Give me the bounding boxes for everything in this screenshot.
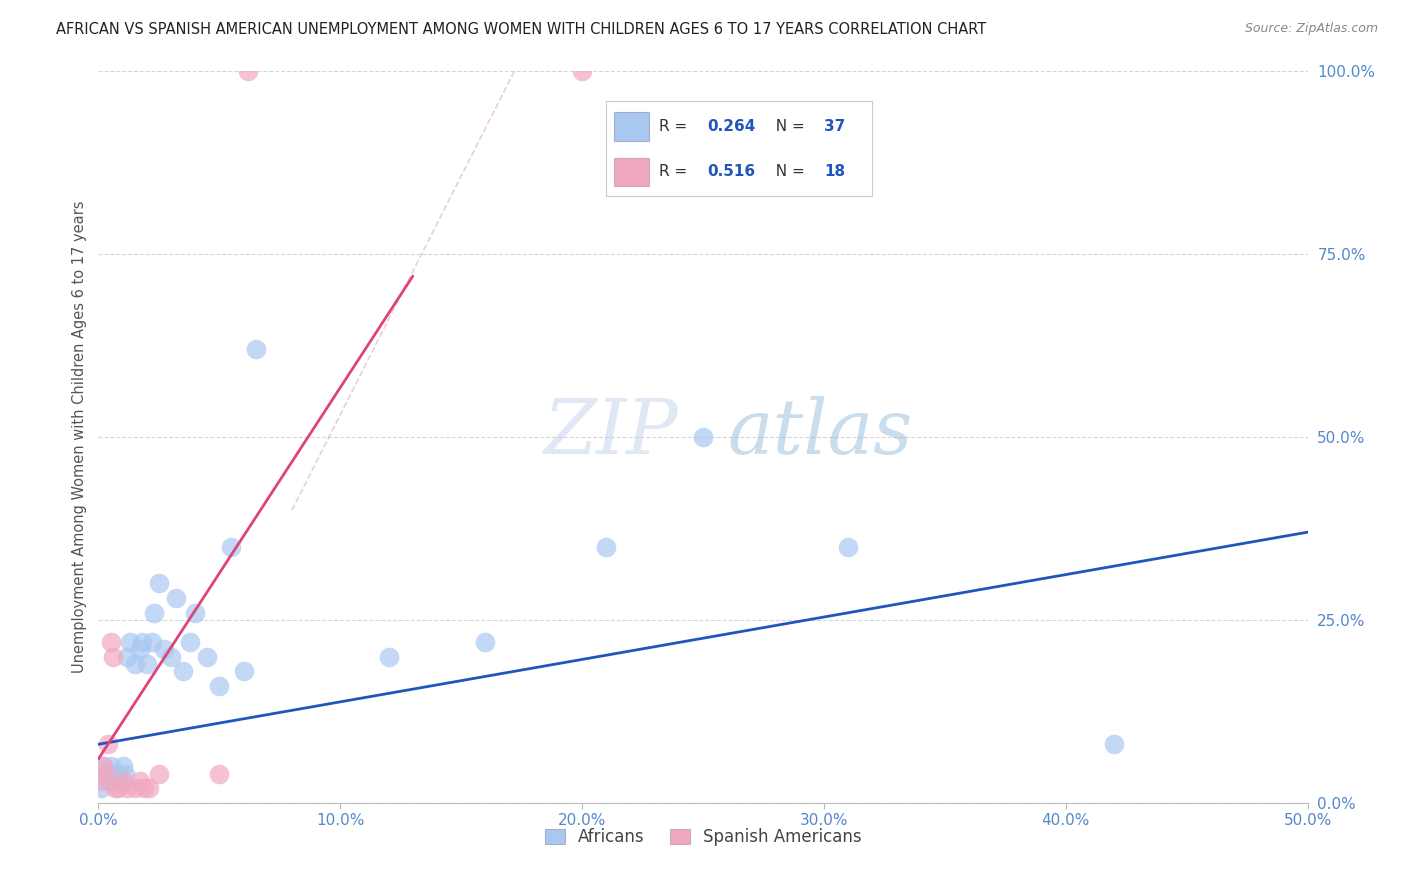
Point	[184, 606, 207, 620]
Point	[104, 773, 127, 788]
Point	[172, 664, 194, 678]
Point	[117, 649, 139, 664]
Point	[111, 759, 134, 773]
Point	[118, 635, 141, 649]
Point	[571, 64, 593, 78]
Point	[107, 781, 129, 796]
Point	[124, 781, 146, 796]
Point	[141, 635, 163, 649]
Point	[91, 759, 114, 773]
Legend: Africans, Spanish Americans: Africans, Spanish Americans	[538, 822, 868, 853]
Point	[474, 635, 496, 649]
Text: AFRICAN VS SPANISH AMERICAN UNEMPLOYMENT AMONG WOMEN WITH CHILDREN AGES 6 TO 17 : AFRICAN VS SPANISH AMERICAN UNEMPLOYMENT…	[56, 22, 987, 37]
Point	[111, 773, 134, 788]
Text: ZIP: ZIP	[544, 396, 679, 470]
Point	[135, 657, 157, 671]
Point	[245, 343, 267, 357]
Point	[134, 781, 156, 796]
Point	[148, 576, 170, 591]
Text: Source: ZipAtlas.com: Source: ZipAtlas.com	[1244, 22, 1378, 36]
Point	[208, 679, 231, 693]
Text: atlas: atlas	[727, 396, 912, 470]
Point	[238, 64, 260, 78]
Y-axis label: Unemployment Among Women with Children Ages 6 to 17 years: Unemployment Among Women with Children A…	[72, 201, 87, 673]
Point	[195, 649, 218, 664]
Point	[160, 649, 183, 664]
Point	[97, 737, 120, 751]
Point	[208, 766, 231, 780]
Point	[179, 635, 201, 649]
Point	[114, 766, 136, 780]
Point	[138, 781, 160, 796]
Point	[108, 773, 131, 788]
Point	[128, 642, 150, 657]
Point	[165, 591, 187, 605]
Point	[128, 773, 150, 788]
Point	[90, 773, 112, 788]
Point	[595, 540, 617, 554]
Point	[100, 635, 122, 649]
Point	[152, 642, 174, 657]
Point	[97, 773, 120, 788]
Point	[377, 649, 399, 664]
Point	[104, 781, 127, 796]
Point	[221, 540, 243, 554]
Point	[101, 649, 124, 664]
Point	[131, 635, 153, 649]
Point	[101, 766, 124, 780]
Point	[148, 766, 170, 780]
Point	[117, 781, 139, 796]
Point	[692, 430, 714, 444]
Point	[100, 759, 122, 773]
Point	[107, 766, 129, 780]
Point	[837, 540, 859, 554]
Point	[1102, 737, 1125, 751]
Point	[91, 759, 114, 773]
Point	[232, 664, 254, 678]
Point	[94, 766, 117, 780]
Point	[94, 766, 117, 780]
Point	[143, 606, 166, 620]
Point	[124, 657, 146, 671]
Point	[90, 781, 112, 796]
